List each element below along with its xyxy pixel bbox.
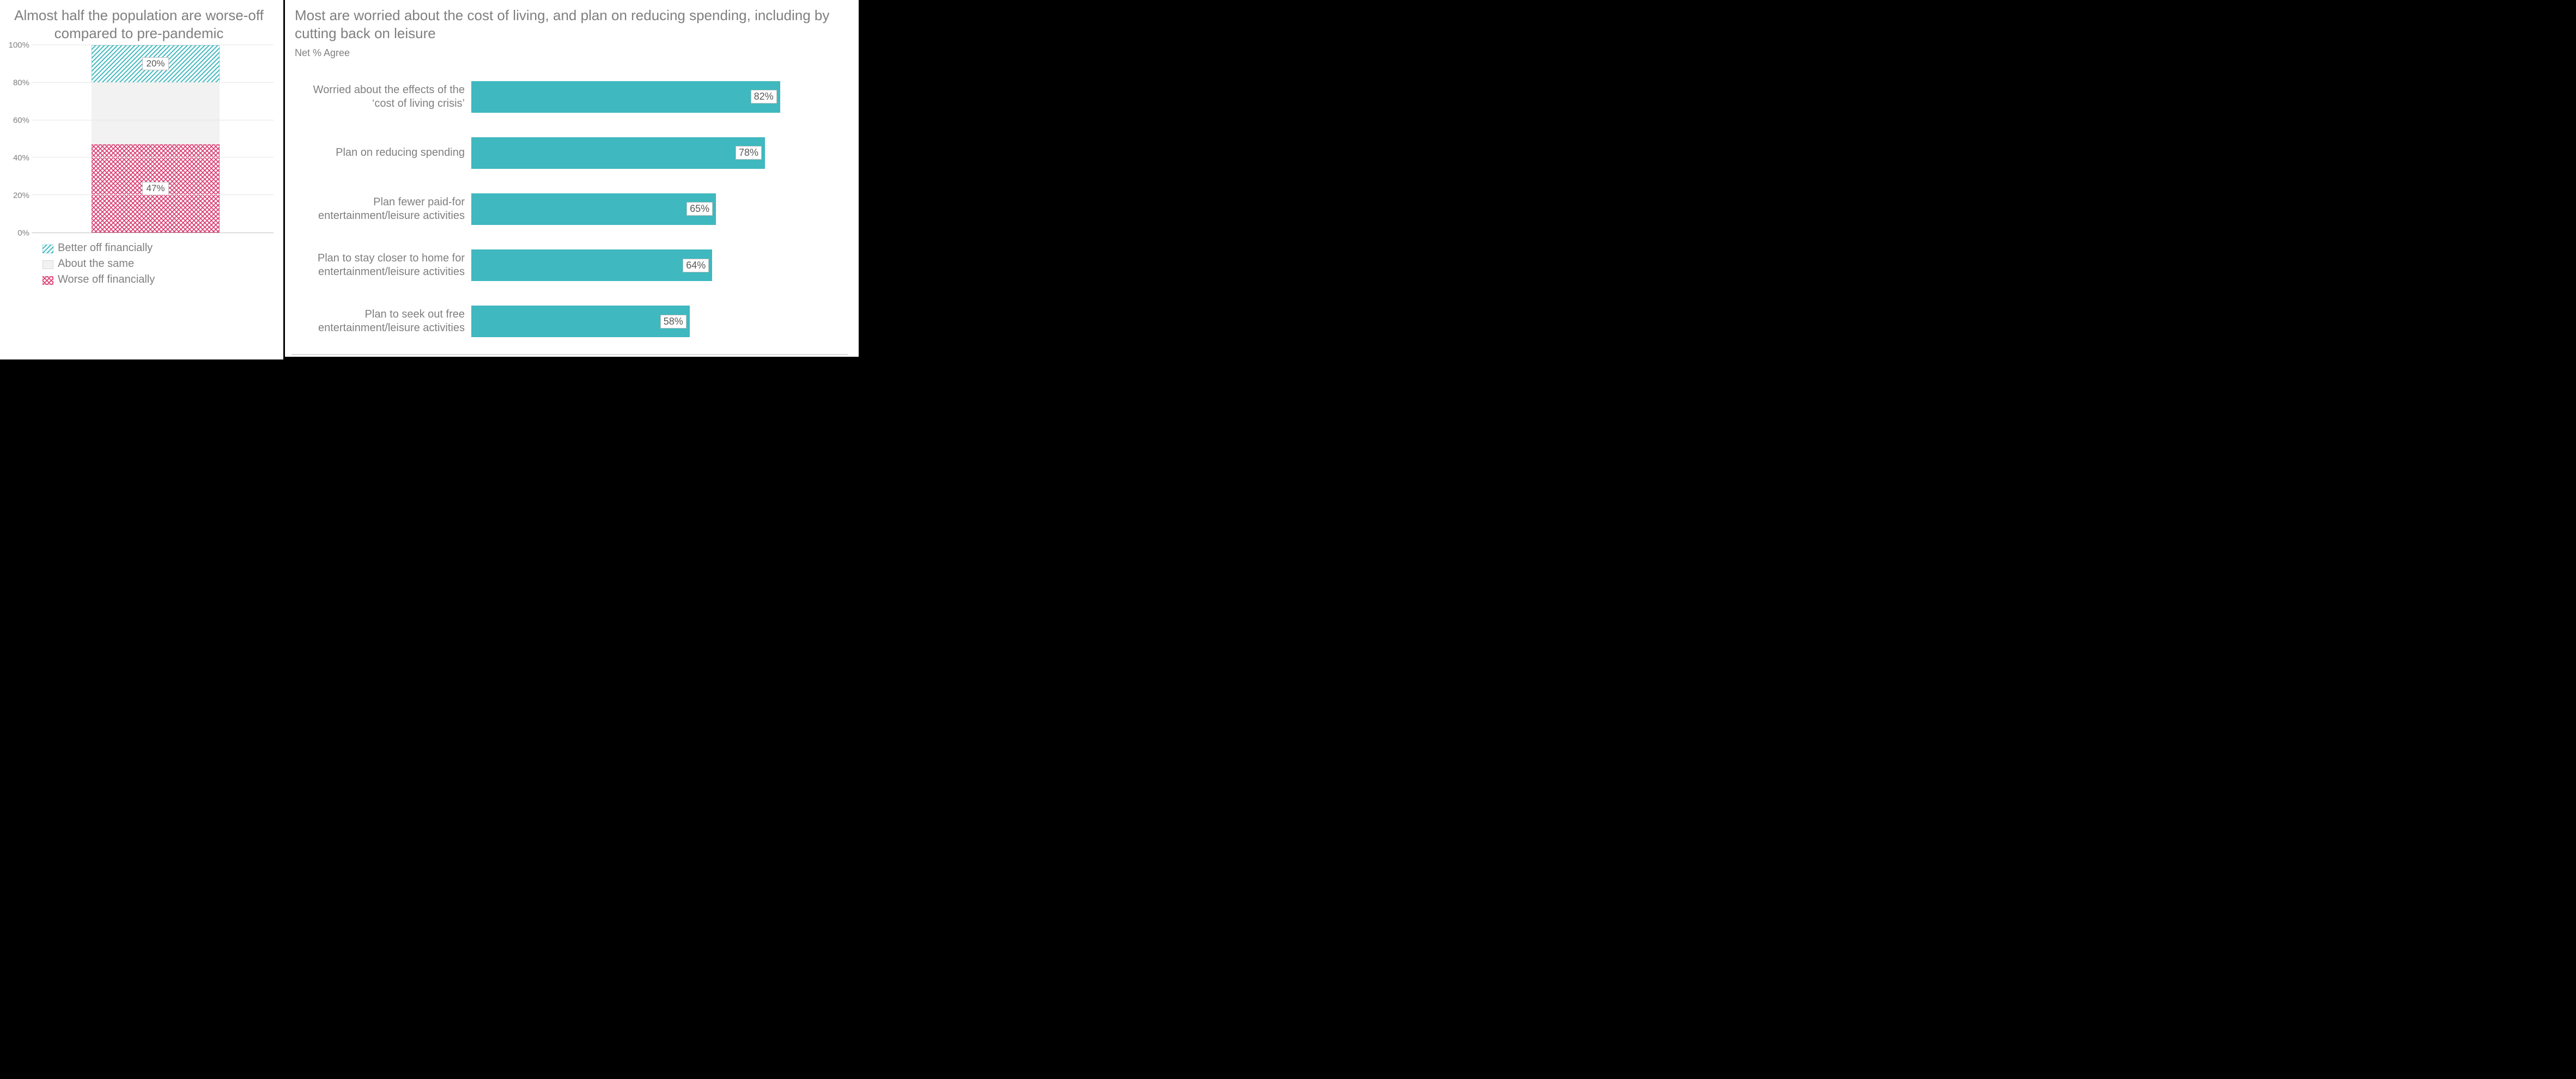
y-tick-label: 0% [17, 229, 29, 238]
hbar-label: Worried about the effects of the ‘cost o… [291, 83, 471, 111]
hbar-fill: 82% [471, 81, 780, 113]
hbar-fill: 64% [471, 249, 712, 281]
hbar-fill: 58% [471, 306, 690, 337]
y-tick-label: 40% [13, 154, 29, 163]
y-axis: 0%20%40%60%80%100% [4, 45, 32, 233]
y-tick-label: 20% [13, 191, 29, 200]
legend-label: Better off financially [58, 242, 153, 254]
stacked-segment-value: 20% [142, 57, 168, 70]
hbar-value: 65% [686, 202, 713, 216]
legend-swatch-icon [42, 244, 53, 253]
hbar-track: 82% [471, 81, 848, 113]
stacked-segment-better: 20% [92, 45, 220, 83]
hbar-track: 65% [471, 193, 848, 225]
right-chart-subtitle: Net % Agree [291, 47, 848, 59]
stacked-plot: 0%20%40%60%80%100% 47%20% [4, 45, 274, 233]
hbar-row: Worried about the effects of the ‘cost o… [291, 75, 848, 119]
y-tick-label: 60% [13, 116, 29, 125]
hbar-label: Plan to seek out free entertainment/leis… [291, 308, 471, 335]
hbar-track: 58% [471, 306, 848, 337]
hbar-row: Plan fewer paid-for entertainment/leisur… [291, 187, 848, 231]
hbar-value: 64% [683, 259, 709, 272]
y-tick-label: 80% [13, 78, 29, 88]
stacked-chart-area: 0%20%40%60%80%100% 47%20% Better off fin… [4, 45, 274, 355]
hbar-label: Plan fewer paid-for entertainment/leisur… [291, 196, 471, 223]
hbar-value: 58% [660, 315, 686, 328]
legend-swatch-icon [42, 276, 53, 284]
legend-label: About the same [58, 258, 134, 270]
legend-label: Worse off financially [58, 273, 155, 286]
legend-swatch-icon [42, 260, 53, 269]
stacked-segment-value: 47% [142, 182, 168, 195]
y-tick-label: 100% [9, 41, 29, 50]
stacked-segment-same [92, 83, 220, 145]
right-chart-panel: Most are worried about the cost of livin… [285, 0, 859, 357]
legend: Better off financially About the same Wors… [4, 242, 274, 289]
left-chart-panel: Almost half the population are worse-off… [0, 0, 283, 359]
stacked-segment-worse: 47% [92, 144, 220, 233]
left-chart-title: Almost half the population are worse-off… [4, 7, 274, 42]
legend-item-same: About the same [42, 258, 274, 270]
legend-item-worse: Worse off financially [42, 273, 274, 286]
hbar-value: 82% [751, 90, 777, 103]
gridline [32, 82, 274, 83]
hbar-track: 78% [471, 137, 848, 169]
hbar-label: Plan on reducing spending [291, 146, 471, 160]
stacked-bar: 47% 20% [92, 45, 220, 233]
plot-region: 47% 20% [32, 45, 274, 233]
hbar-fill: 78% [471, 137, 765, 169]
hbar-area: Worried about the effects of the ‘cost o… [291, 69, 848, 355]
hbar-track: 64% [471, 249, 848, 281]
hbar-row: Plan to stay closer to home for entertai… [291, 243, 848, 287]
right-chart-title: Most are worried about the cost of livin… [291, 7, 848, 43]
hbar-value: 78% [736, 146, 762, 160]
hbar-row: Plan to seek out free entertainment/leis… [291, 300, 848, 343]
hbar-row: Plan on reducing spending 78% [291, 131, 848, 175]
gridline [32, 194, 274, 195]
legend-item-better: Better off financially [42, 242, 274, 254]
hbar-fill: 65% [471, 193, 716, 225]
hbar-label: Plan to stay closer to home for entertai… [291, 252, 471, 279]
